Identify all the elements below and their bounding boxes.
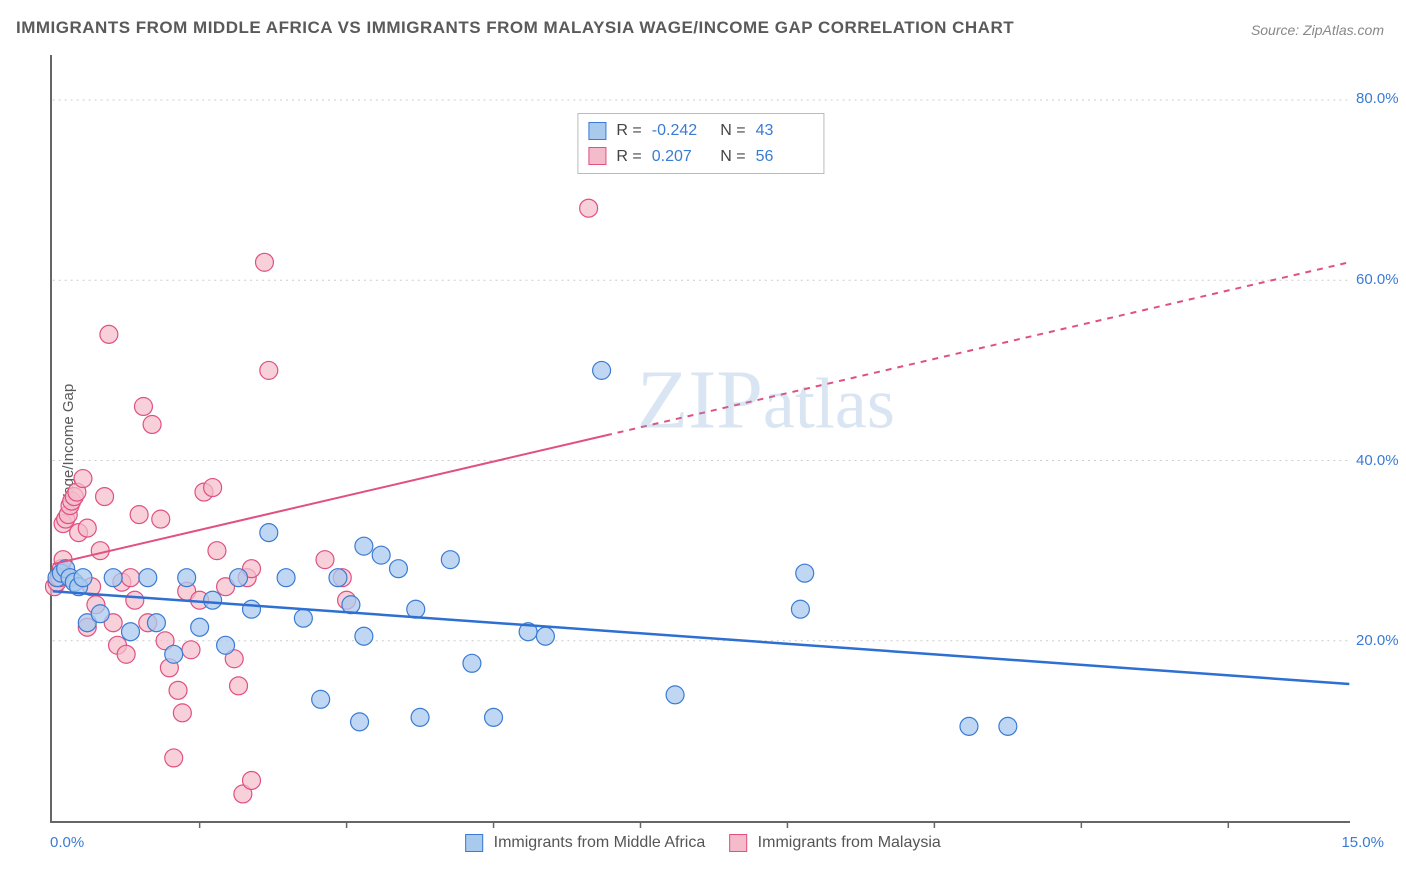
r-value: 0.207 [652, 144, 706, 170]
chart-title: IMMIGRANTS FROM MIDDLE AFRICA VS IMMIGRA… [16, 18, 1014, 38]
swatch-malaysia [588, 147, 606, 165]
legend-label: Immigrants from Malaysia [758, 834, 941, 851]
scatter-plot: ZIPatlas R =-0.242 N =43 R =0.207 N =56 [50, 55, 1350, 823]
legend-item-middle-africa: Immigrants from Middle Africa [465, 834, 705, 852]
swatch-middle-africa [588, 122, 606, 140]
y-tick-label: 60.0% [1356, 271, 1399, 288]
legend-label: Immigrants from Middle Africa [494, 834, 706, 851]
source-attribution: Source: ZipAtlas.com [1251, 22, 1384, 38]
r-value: -0.242 [652, 118, 706, 144]
correlation-stats-box: R =-0.242 N =43 R =0.207 N =56 [577, 113, 824, 174]
stats-row-malaysia: R =0.207 N =56 [588, 144, 809, 170]
n-value: 56 [756, 144, 810, 170]
y-tick-label: 20.0% [1356, 632, 1399, 649]
y-tick-label: 80.0% [1356, 90, 1399, 107]
n-value: 43 [756, 118, 810, 144]
x-axis-min-label: 0.0% [50, 834, 84, 851]
stats-row-middle-africa: R =-0.242 N =43 [588, 118, 809, 144]
legend: Immigrants from Middle Africa Immigrants… [465, 834, 941, 852]
legend-swatch-middle-africa [465, 834, 483, 852]
legend-item-malaysia: Immigrants from Malaysia [729, 834, 941, 852]
legend-swatch-malaysia [729, 834, 747, 852]
y-tick-label: 40.0% [1356, 452, 1399, 469]
x-axis-max-label: 15.0% [1341, 834, 1384, 851]
